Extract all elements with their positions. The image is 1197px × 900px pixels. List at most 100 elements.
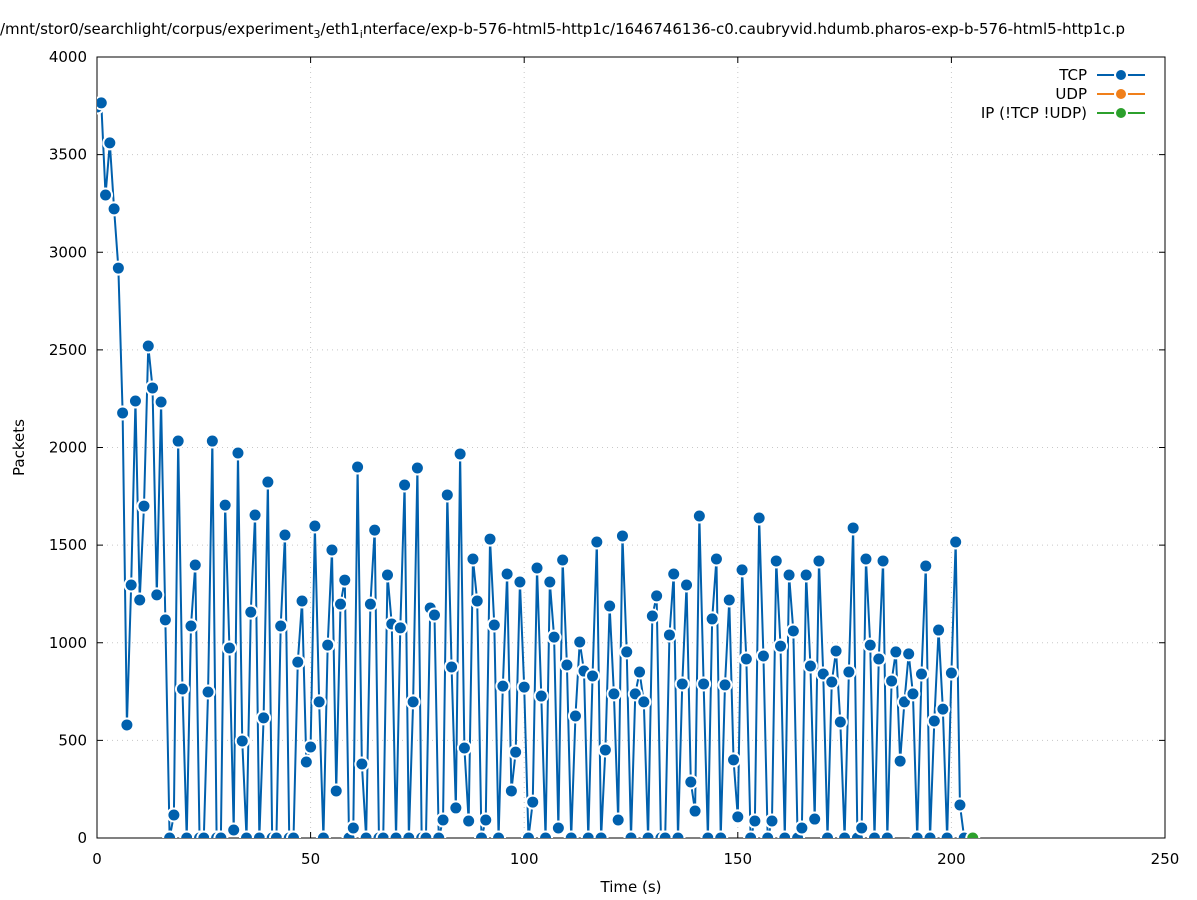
data-point bbox=[115, 405, 131, 421]
data-point bbox=[798, 567, 814, 583]
title-part: /eth1 bbox=[320, 20, 360, 38]
data-point bbox=[717, 677, 733, 693]
data-point bbox=[704, 611, 720, 627]
data-point bbox=[781, 567, 797, 583]
data-point bbox=[738, 651, 754, 667]
data-point bbox=[529, 560, 545, 576]
data-point bbox=[243, 604, 259, 620]
legend-label: TCP bbox=[1058, 66, 1087, 84]
data-point bbox=[213, 830, 229, 838]
data-point bbox=[401, 830, 417, 838]
data-point bbox=[473, 830, 489, 838]
data-point bbox=[764, 813, 780, 829]
y-tick-label: 4000 bbox=[49, 48, 87, 66]
data-point bbox=[409, 460, 425, 476]
data-point bbox=[687, 803, 703, 819]
data-point bbox=[516, 679, 532, 695]
data-point bbox=[512, 574, 528, 590]
data-point bbox=[751, 510, 767, 526]
data-point bbox=[426, 607, 442, 623]
data-point bbox=[777, 830, 793, 838]
data-point bbox=[747, 813, 763, 829]
data-point bbox=[679, 577, 695, 593]
data-point bbox=[286, 830, 302, 838]
data-point bbox=[837, 830, 853, 838]
data-point bbox=[649, 588, 665, 604]
data-point bbox=[892, 753, 908, 769]
data-point bbox=[841, 664, 857, 680]
data-point bbox=[499, 566, 515, 582]
data-point bbox=[700, 830, 716, 838]
data-point bbox=[350, 459, 366, 475]
data-point bbox=[260, 474, 276, 490]
data-point bbox=[901, 646, 917, 662]
data-point bbox=[183, 618, 199, 634]
data-point bbox=[294, 593, 310, 609]
data-point bbox=[734, 562, 750, 578]
legend-marker bbox=[1114, 68, 1128, 82]
data-point bbox=[153, 394, 169, 410]
data-point bbox=[520, 830, 536, 838]
data-point bbox=[132, 592, 148, 608]
data-point bbox=[640, 830, 656, 838]
data-point bbox=[824, 674, 840, 690]
data-point bbox=[217, 497, 233, 513]
data-point bbox=[546, 629, 562, 645]
data-point bbox=[452, 446, 468, 462]
data-point bbox=[136, 498, 152, 514]
data-point bbox=[636, 694, 652, 710]
data-point bbox=[832, 714, 848, 730]
data-point bbox=[913, 666, 929, 682]
data-point bbox=[755, 648, 771, 664]
data-point bbox=[965, 830, 981, 838]
data-point bbox=[320, 637, 336, 653]
data-point bbox=[444, 659, 460, 675]
data-point bbox=[106, 201, 122, 217]
data-point bbox=[879, 830, 895, 838]
data-point bbox=[149, 587, 165, 603]
data-point bbox=[858, 551, 874, 567]
data-point bbox=[619, 644, 635, 660]
data-point bbox=[119, 717, 135, 733]
data-point bbox=[392, 620, 408, 636]
data-point bbox=[162, 830, 178, 838]
data-point bbox=[533, 688, 549, 704]
data-point bbox=[597, 742, 613, 758]
data-point bbox=[614, 528, 630, 544]
data-point bbox=[439, 487, 455, 503]
data-point bbox=[277, 527, 293, 543]
data-point bbox=[465, 551, 481, 567]
data-point bbox=[491, 830, 507, 838]
title-part: nterface/exp-b-576-html5-http1c/16467461… bbox=[362, 20, 1125, 38]
data-point bbox=[773, 638, 789, 654]
data-point bbox=[303, 739, 319, 755]
data-point bbox=[234, 733, 250, 749]
data-point bbox=[926, 713, 942, 729]
data-point bbox=[875, 553, 891, 569]
data-point bbox=[602, 598, 618, 614]
data-point bbox=[623, 830, 639, 838]
plot-area bbox=[97, 95, 981, 838]
y-tick-label: 0 bbox=[77, 829, 87, 847]
data-point bbox=[580, 830, 596, 838]
y-tick-label: 1500 bbox=[49, 536, 87, 554]
y-tick-label: 500 bbox=[58, 731, 87, 749]
data-point bbox=[909, 830, 925, 838]
data-point bbox=[721, 592, 737, 608]
data-point bbox=[760, 830, 776, 838]
y-tick-label: 3500 bbox=[49, 146, 87, 164]
data-point bbox=[670, 830, 686, 838]
data-point bbox=[657, 830, 673, 838]
data-point bbox=[730, 809, 746, 825]
data-point bbox=[170, 433, 186, 449]
y-tick-label: 2500 bbox=[49, 341, 87, 359]
data-point bbox=[871, 651, 887, 667]
data-point bbox=[828, 643, 844, 659]
data-point bbox=[802, 658, 818, 674]
data-point bbox=[862, 637, 878, 653]
data-point bbox=[708, 551, 724, 567]
data-point bbox=[555, 552, 571, 568]
data-point bbox=[239, 830, 255, 838]
data-point bbox=[768, 553, 784, 569]
data-point bbox=[503, 783, 519, 799]
